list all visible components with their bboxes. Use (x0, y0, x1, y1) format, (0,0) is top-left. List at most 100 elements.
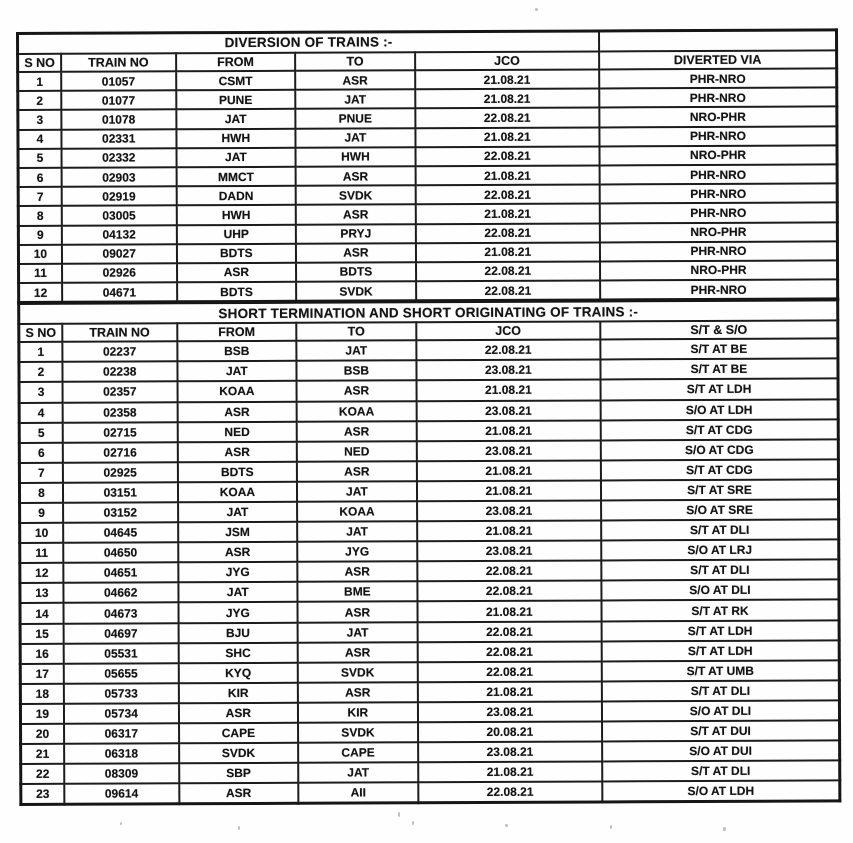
table-cell: 22.08.21 (417, 560, 602, 582)
table-cell: 21.08.21 (415, 242, 600, 263)
table-cell: 04662 (63, 582, 179, 604)
table-cell: 4 (19, 402, 63, 423)
table-cell: BDTS (177, 461, 298, 483)
table-cell: JYG (297, 541, 418, 563)
table-cell: ASR (295, 70, 415, 90)
column-header-to: TO (296, 322, 417, 342)
column-header-from: FROM (176, 323, 297, 342)
scan-speck (412, 821, 414, 825)
table-cell: 18 (20, 683, 64, 704)
table-cell: S/O AT DUI (602, 740, 840, 762)
table-cell: 19 (20, 703, 64, 725)
table-cell: 01057 (61, 71, 176, 91)
table-cell: ASR (176, 262, 297, 283)
table-cell: BDTS (176, 281, 297, 303)
table-cell: ASR (177, 401, 297, 422)
table-cell: 21.08.21 (414, 69, 600, 90)
table-cell: JAT (175, 109, 296, 129)
scan-speck (398, 812, 400, 817)
table-cell: 21 (20, 743, 65, 765)
table-cell: 11 (19, 542, 64, 564)
table-cell: CAPE (298, 742, 418, 763)
table-cell: JAT (297, 621, 418, 643)
table-cell: 05733 (63, 683, 179, 704)
table-cell: 03005 (61, 205, 177, 226)
diversion-title-empty-cell (598, 29, 837, 52)
table-cell: 11 (18, 263, 63, 284)
table-cell: KOAA (297, 501, 417, 522)
table-cell: ASR (177, 441, 298, 463)
table-cell: 02903 (61, 167, 177, 187)
table-cell: 02715 (62, 421, 178, 443)
scan-speck (120, 822, 122, 825)
table-cell: JAT (297, 521, 417, 542)
table-cell: PHR-NRO (600, 279, 838, 301)
table-cell: S/T AT SRE (600, 479, 839, 501)
table-cell: 2 (18, 362, 63, 383)
table-cell: 10 (19, 522, 64, 544)
table-cell: PHR-NRO (599, 241, 838, 262)
table-cell: ASR (295, 204, 416, 225)
table-cell: 9 (18, 225, 62, 245)
table-cell: 02237 (62, 341, 178, 363)
table-cell: CSMT (175, 70, 296, 91)
table-cell: PHR-NRO (599, 87, 837, 108)
table-cell: BSB (296, 360, 417, 382)
table-cell: 22.08.21 (415, 146, 600, 167)
table-cell: 21.08.21 (417, 761, 603, 783)
table-cell: 12 (18, 282, 63, 303)
table-cell: AII (298, 782, 419, 804)
table-cell: NRO-PHR (599, 260, 838, 281)
column-header-st-so: S/T & S/O (600, 320, 838, 340)
table-cell: 21.08.21 (415, 127, 600, 148)
scan-speck (505, 824, 508, 827)
table-cell: KIR (178, 682, 299, 704)
table-cell: 04673 (63, 602, 179, 624)
table-cell: S/T AT DLI (601, 680, 840, 702)
table-cell: ASR (296, 242, 416, 263)
train-notice-document: DIVERSION OF TRAINS :- S NO TRAIN NO FRO… (16, 28, 842, 807)
table-cell: 21.08.21 (416, 520, 602, 542)
table-cell: JSM (177, 521, 298, 543)
table-cell: ASR (297, 461, 417, 482)
table-cell: S/T AT CDG (600, 419, 839, 441)
table-cell: BJU (178, 622, 298, 643)
table-cell: S/T AT BE (600, 358, 839, 380)
table-cell: SVDK (296, 281, 416, 302)
table-cell: KIR (298, 702, 418, 723)
table-cell: 22.08.21 (417, 580, 602, 602)
table-cell: 21.08.21 (415, 165, 600, 186)
table-cell: 21.08.21 (415, 203, 600, 224)
table-cell: 02332 (61, 148, 177, 168)
scan-speck (238, 826, 240, 830)
table-cell: PHR-NRO (599, 202, 838, 223)
table-cell: KOAA (177, 481, 298, 503)
table-cell: 21.08.21 (416, 379, 601, 401)
table-cell: 1 (18, 342, 63, 363)
column-header-train-no: TRAIN NO (61, 53, 176, 72)
table-cell: 02357 (62, 381, 178, 403)
table-cell: JAT (297, 481, 417, 502)
table-cell: JAT (177, 501, 298, 523)
table-cell: 06317 (63, 723, 179, 744)
table-cell: 16 (20, 643, 64, 664)
table-cell: 23.08.21 (416, 440, 601, 462)
table-cell: PHR-NRO (599, 125, 838, 147)
table-cell: 03152 (62, 502, 178, 523)
table-cell: 21.08.21 (416, 460, 601, 482)
table-cell: KOAA (296, 400, 417, 422)
table-cell: UHP (176, 224, 297, 244)
table-cell: 01078 (61, 109, 176, 130)
table-cell: S/T AT DLI (601, 519, 839, 541)
table-cell: HWH (175, 128, 296, 149)
table-cell: 04671 (62, 282, 177, 303)
diversion-of-trains-table: DIVERSION OF TRAINS :- S NO TRAIN NO FRO… (16, 28, 840, 305)
table-cell: 8 (18, 206, 62, 226)
column-header-train-no: TRAIN NO (62, 323, 177, 343)
table-cell: 22.08.21 (415, 184, 600, 205)
table-cell: S/T AT BE (600, 338, 838, 360)
table-cell: 23.08.21 (416, 399, 601, 421)
table-cell: 04650 (63, 542, 178, 564)
column-header-to: TO (295, 52, 415, 71)
